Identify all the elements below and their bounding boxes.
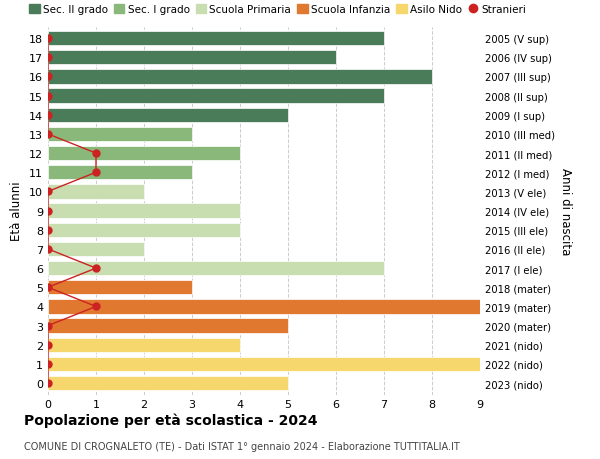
Bar <box>48 70 432 84</box>
Legend: Sec. II grado, Sec. I grado, Scuola Primaria, Scuola Infanzia, Asilo Nido, Stran: Sec. II grado, Sec. I grado, Scuola Prim… <box>29 5 527 15</box>
Y-axis label: Anni di nascita: Anni di nascita <box>559 168 572 255</box>
Bar <box>48 204 240 218</box>
Bar <box>48 338 240 352</box>
Bar <box>48 51 336 65</box>
Bar <box>48 261 384 276</box>
Bar <box>48 280 192 295</box>
Bar <box>48 89 384 104</box>
Bar <box>48 223 240 237</box>
Bar <box>48 32 384 46</box>
Y-axis label: Età alunni: Età alunni <box>10 181 23 241</box>
Bar <box>48 319 288 333</box>
Text: Popolazione per età scolastica - 2024: Popolazione per età scolastica - 2024 <box>24 413 317 428</box>
Bar <box>48 357 480 371</box>
Bar <box>48 108 288 123</box>
Bar <box>48 242 144 257</box>
Bar <box>48 166 192 180</box>
Bar <box>48 146 240 161</box>
Bar <box>48 185 144 199</box>
Bar <box>48 128 192 142</box>
Text: COMUNE DI CROGNALETO (TE) - Dati ISTAT 1° gennaio 2024 - Elaborazione TUTTITALIA: COMUNE DI CROGNALETO (TE) - Dati ISTAT 1… <box>24 441 460 451</box>
Bar <box>48 376 288 391</box>
Bar <box>48 300 480 314</box>
